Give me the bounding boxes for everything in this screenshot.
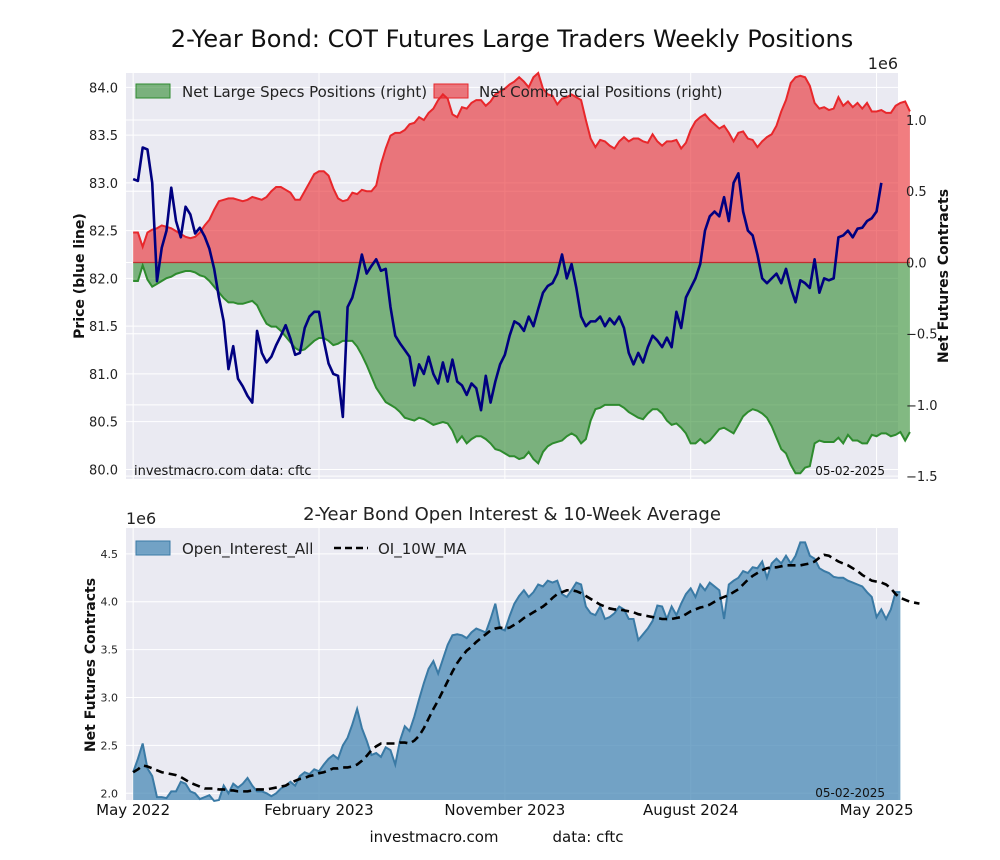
price-tick-label: 84.0 [89, 81, 118, 96]
legend-label-open-interest: Open_Interest_All [182, 540, 313, 559]
open-interest-axis-label: Net Futures Contracts [83, 578, 99, 752]
price-tick-label: 80.0 [89, 463, 118, 478]
positions-date-label: 05-02-2025 [815, 464, 885, 478]
positions-areas [133, 71, 911, 475]
price-tick-label: 80.5 [89, 416, 118, 431]
net-contracts-tick-label: −1.5 [906, 470, 938, 485]
legend-swatch-commercial [433, 83, 469, 99]
price-line [132, 146, 883, 419]
legend-item-open-interest: Open_Interest_All [135, 540, 313, 559]
open-interest-tick-label: 4.0 [101, 596, 119, 609]
net-contracts-tick-label: −1.0 [906, 399, 938, 414]
legend-item-ma: OI_10W_MA [334, 540, 467, 559]
legend-swatch-open-interest [135, 540, 171, 556]
legend-label-commercial: Net Commercial Positions (right) [479, 83, 723, 101]
positions-watermark: investmacro.com data: cftc [134, 464, 312, 479]
legend-item-commercial: Net Commercial Positions (right) [433, 83, 723, 101]
price-tick-label: 81.0 [89, 368, 118, 383]
date-tick-label: August 2024 [643, 801, 738, 819]
date-tick-label: November 2023 [444, 801, 565, 819]
legend-item-specs: Net Large Specs Positions (right) [135, 83, 427, 101]
net-contracts-axis-label: Net Futures Contracts [936, 189, 952, 363]
net-contracts-axis-ticks: −1.5 −1.0 −0.5 0.0 0.5 1.0 [906, 114, 938, 485]
open-interest-tick-label: 3.5 [101, 644, 119, 657]
price-tick-label: 81.5 [89, 320, 118, 335]
specs-area [133, 262, 910, 474]
date-tick-label: February 2023 [264, 801, 373, 819]
positions-chart: 80.0 80.5 81.0 81.5 82.0 82.5 83.0 83.5 84.0 −1.… [72, 54, 952, 485]
moving-average-line [132, 553, 920, 793]
legend-swatch-specs [135, 83, 171, 99]
price-tick-label: 82.0 [89, 272, 118, 287]
price-tick-label: 83.0 [89, 177, 118, 192]
open-interest-chart: 2-Year Bond Open Interest & 10-Week Aver… [83, 504, 920, 819]
price-line-path [132, 146, 883, 419]
figure-title: 2-Year Bond: COT Futures Large Traders W… [171, 25, 853, 53]
commercial-line [133, 71, 911, 250]
price-tick-label: 82.5 [89, 225, 118, 240]
legend-label-ma: OI_10W_MA [378, 540, 467, 559]
open-interest-fill [133, 542, 901, 801]
open-interest-axis-multiplier: 1e6 [126, 509, 156, 528]
net-contracts-tick-label: 0.0 [906, 256, 927, 271]
specs-line [133, 262, 911, 475]
open-interest-legend: Open_Interest_All OI_10W_MA [135, 540, 467, 559]
net-contracts-tick-label: 1.0 [906, 114, 927, 129]
open-interest-title: 2-Year Bond Open Interest & 10-Week Aver… [303, 504, 721, 525]
net-contracts-tick-label: 0.5 [906, 185, 927, 200]
open-interest-tick-label: 3.0 [101, 692, 119, 705]
price-tick-label: 83.5 [89, 129, 118, 144]
footer-source: data: cftc [552, 828, 623, 846]
open-interest-date-label: 05-02-2025 [815, 786, 885, 800]
date-tick-label: May 2022 [96, 801, 170, 819]
legend-label-specs: Net Large Specs Positions (right) [182, 83, 427, 101]
price-axis-ticks: 80.0 80.5 81.0 81.5 82.0 82.5 83.0 83.5 84.0 [89, 81, 118, 478]
open-interest-tick-label: 2.5 [101, 739, 119, 752]
positions-legend: Net Large Specs Positions (right) Net Co… [135, 83, 723, 101]
open-interest-tick-label: 2.0 [101, 787, 119, 800]
right-axis-multiplier: 1e6 [868, 54, 898, 73]
open-interest-area [132, 541, 901, 803]
open-interest-tick-label: 4.5 [101, 548, 119, 561]
open-interest-axis-ticks: 2.0 2.5 3.0 3.5 4.0 4.5 [101, 548, 119, 800]
footer-site: investmacro.com [369, 828, 498, 846]
moving-average-path [132, 553, 920, 793]
date-tick-label: May 2025 [840, 801, 914, 819]
net-contracts-tick-label: −0.5 [906, 328, 938, 343]
date-axis-ticks: May 2022 February 2023 November 2023 August… [96, 801, 913, 819]
commercial-area [133, 73, 910, 263]
price-axis-label: Price (blue line) [72, 213, 88, 339]
open-interest-outline [132, 541, 901, 803]
